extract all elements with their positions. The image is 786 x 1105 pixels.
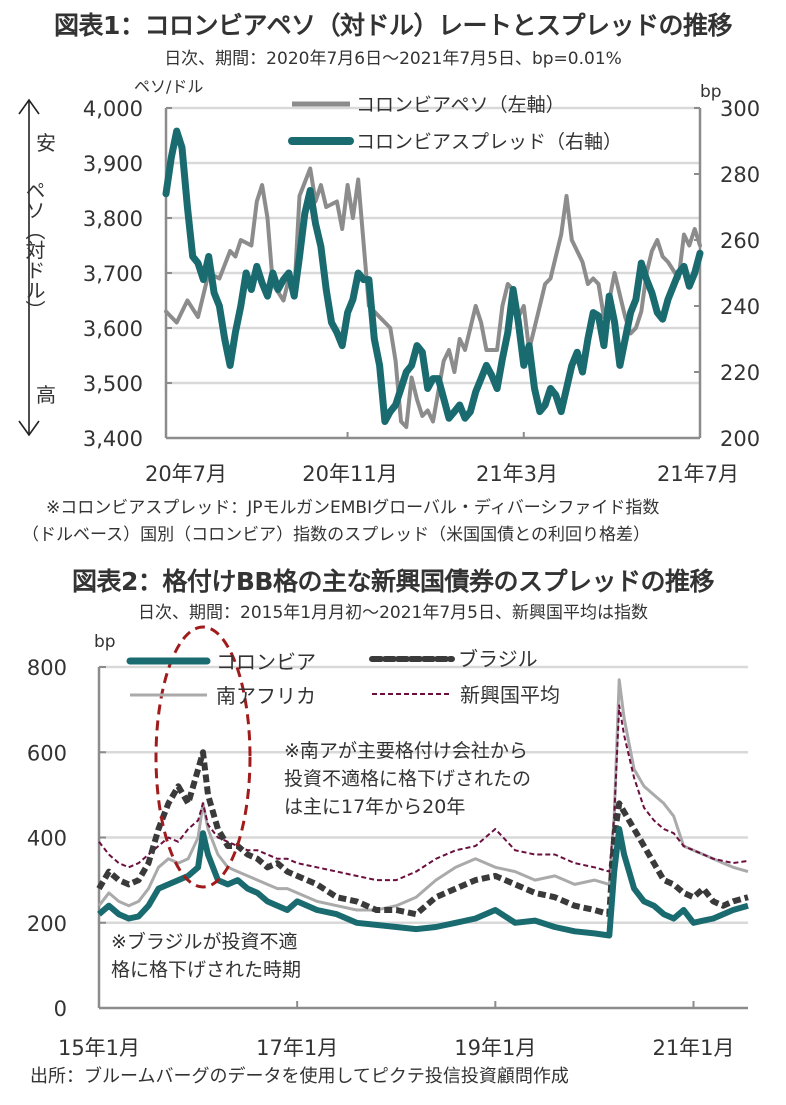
legend-label-spread: コロンビアスプレッド（右軸）	[356, 131, 622, 153]
y-tick-label-left: 3,800	[83, 207, 143, 231]
legend-label-brazil: ブラジル	[458, 647, 538, 671]
y-tick-label: 600	[27, 741, 67, 765]
chart2-subtitle: 日次、期間：2015年1月月初～2021年7月5日、新興国平均は指数	[138, 603, 648, 623]
y-tick-label: 800	[27, 656, 67, 680]
chart1-series	[162, 127, 704, 429]
y-tick-label-right: 260	[720, 229, 760, 253]
source-note: 出所：ブルームバーグのデータを使用してピクテ投信投資顧問作成	[30, 1066, 569, 1087]
svg-text:※ブラジルが投資不適: ※ブラジルが投資不適	[111, 930, 298, 953]
annotation-brazil: ※ブラジルが投資不適 格に格下げされた時期	[111, 930, 301, 981]
legend-label-em-average: 新興国平均	[460, 683, 560, 707]
chart1-labels: 4,000 3,900 3,800 3,700 3,600 3,500 3,400 300 28…	[83, 97, 760, 486]
series-line-colombia	[97, 826, 749, 939]
y-tick-label-left: 3,500	[83, 372, 143, 396]
legend-label-south-africa: 南アフリカ	[216, 684, 316, 708]
chart2-yunit: bp	[94, 632, 116, 652]
series-line-south-africa	[97, 678, 749, 912]
chart2-title: 図表2：格付けBB格の主な新興国債券のスプレッドの推移	[71, 567, 715, 596]
svg-text:※南アが主要格付け会社から: ※南アが主要格付け会社から	[284, 740, 528, 762]
y-tick-label: 200	[27, 912, 67, 936]
chart1-legend: コロンビアペソ（左軸） コロンビアスプレッド（右軸）	[288, 94, 622, 153]
annotation-south-africa: ※南アが主要格付け会社から 投資不適格に格下げされたの は主に17年から20年	[284, 740, 531, 818]
series-line-brazil	[96, 749, 749, 918]
x-tick-label: 21年3月	[476, 462, 558, 486]
svg-text:格に格下げされた時期: 格に格下げされた時期	[111, 959, 301, 981]
side-label-peso: ペソ（対ドル）	[22, 180, 46, 320]
x-tick-label: 21年7月	[657, 462, 739, 486]
y-tick-label-right: 300	[720, 97, 760, 121]
y-tick-label-right: 220	[720, 361, 760, 385]
y-tick-label-left: 3,400	[83, 427, 143, 451]
chart1-note-2: （ドルベース）国別（コロンビア）指数のスプレッド（米国国債との利回り格差）	[22, 525, 650, 545]
series-line-em-average	[98, 704, 749, 882]
x-tick-label: 17年1月	[256, 1036, 338, 1060]
svg-text:は主に17年から20年: は主に17年から20年	[284, 796, 465, 818]
legend-label-peso: コロンビアペソ（左軸）	[356, 94, 565, 116]
x-tick-label: 21年1月	[652, 1036, 734, 1060]
legend-label-colombia: コロンビア	[216, 650, 316, 674]
x-tick-label: 15年1月	[58, 1036, 140, 1060]
brazil-downgrade-ellipse	[154, 625, 252, 889]
chart1: 4,000 3,900 3,800 3,700 3,600 3,500 3,400 300 28…	[18, 77, 760, 486]
y-tick-label-right: 200	[720, 427, 760, 451]
chart1-title: 図表1：コロンビアペソ（対ドル）レートとスプレッドの推移	[54, 11, 732, 40]
series-line-peso	[164, 166, 702, 429]
chart2: 800 600 400 200 0 15年1月 17年1月 19年1月 21年1月 コロンビア …	[27, 625, 749, 1060]
y-tick-label-left: 3,700	[83, 262, 143, 286]
chart2-labels: 800 600 400 200 0 15年1月 17年1月 19年1月 21年1月	[27, 656, 735, 1060]
side-label-expensive: 高	[36, 383, 56, 407]
y-tick-label-left: 4,000	[83, 97, 143, 121]
chart1-note-1: ※コロンビアスプレッド：JPモルガンEMBIグローバル・ディバーシファイド指数	[46, 498, 660, 518]
x-tick-label: 20年7月	[145, 462, 227, 486]
chart2-legend: コロンビア ブラジル 南アフリカ 新興国平均	[126, 647, 560, 708]
y-tick-label: 400	[27, 827, 67, 851]
side-label-cheap: 安	[36, 131, 56, 155]
y-tick-label-right: 240	[720, 295, 760, 319]
chart1-yunit-right: bp	[700, 82, 722, 102]
svg-text:投資不適格に格下げされたの: 投資不適格に格下げされたの	[284, 768, 531, 790]
x-tick-label: 20年11月	[302, 462, 397, 486]
chart2-axes	[97, 666, 748, 1010]
chart1-subtitle: 日次、期間：2020年7月6日～2021年7月5日、bp=0.01%	[164, 49, 622, 69]
cheap-expensive-arrow: 安 ペソ（対ドル） 高	[18, 98, 56, 437]
chart2-gridlines	[99, 665, 748, 924]
y-tick-label-left: 3,900	[83, 152, 143, 176]
chart1-yunit-left: ペソ/ドル	[134, 77, 203, 96]
y-tick-label-right: 280	[720, 163, 760, 187]
y-tick-label: 0	[54, 997, 67, 1021]
series-line-spread	[162, 127, 704, 425]
x-tick-label: 19年1月	[454, 1036, 536, 1060]
y-tick-label-left: 3,600	[83, 317, 143, 341]
